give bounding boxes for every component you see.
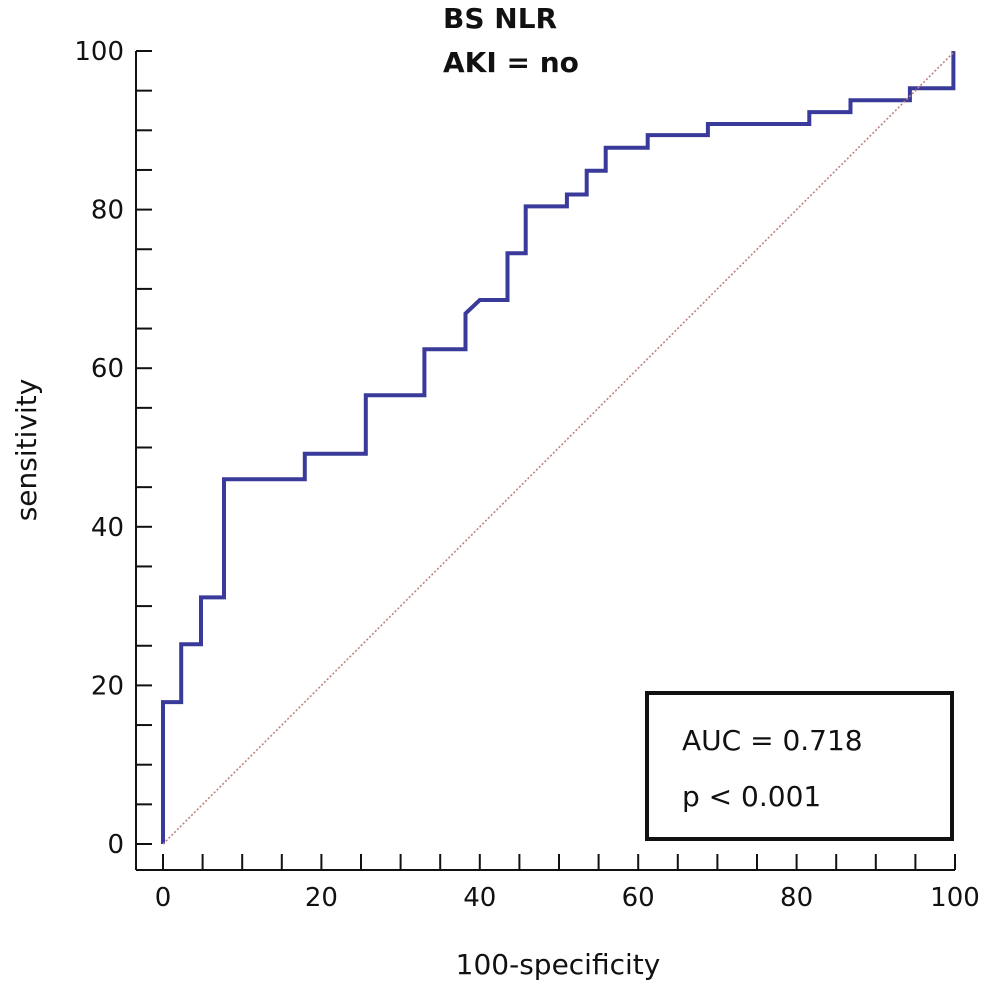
x-tick-label: 40 (463, 883, 496, 913)
reference-diagonal-line (162, 50, 956, 845)
chart-title-line-1: BS NLR (443, 2, 557, 35)
y-tick-label: 100 (74, 37, 124, 67)
annotation-box: AUC = 0.718 p < 0.001 (645, 691, 954, 841)
x-tick-label: 80 (780, 883, 813, 913)
y-tick-label: 0 (107, 830, 124, 860)
y-tick-label: 80 (91, 196, 124, 226)
y-tick-label: 60 (91, 354, 124, 384)
roc-curve-line (161, 51, 956, 844)
axes-group: 0 20 40 60 80 100 0 20 40 60 80 100 (74, 37, 979, 913)
x-tick-label: 20 (305, 883, 338, 913)
text-group: BS NLR AKI = no 100-specificity sensitiv… (10, 2, 660, 981)
x-tick-label: 60 (622, 883, 655, 913)
p-value-annotation: p < 0.001 (682, 780, 821, 813)
y-axis-title: sensitivity (10, 379, 43, 522)
y-tick-label: 40 (91, 513, 124, 543)
series-group (161, 50, 956, 845)
annotation-box-border (645, 691, 954, 841)
auc-annotation: AUC = 0.718 (682, 724, 863, 757)
chart-title-line-2: AKI = no (443, 46, 579, 79)
x-tick-label: 0 (155, 883, 172, 913)
x-axis-title: 100-specificity (456, 948, 661, 981)
y-tick-label: 20 (91, 671, 124, 701)
x-tick-label: 100 (930, 883, 980, 913)
